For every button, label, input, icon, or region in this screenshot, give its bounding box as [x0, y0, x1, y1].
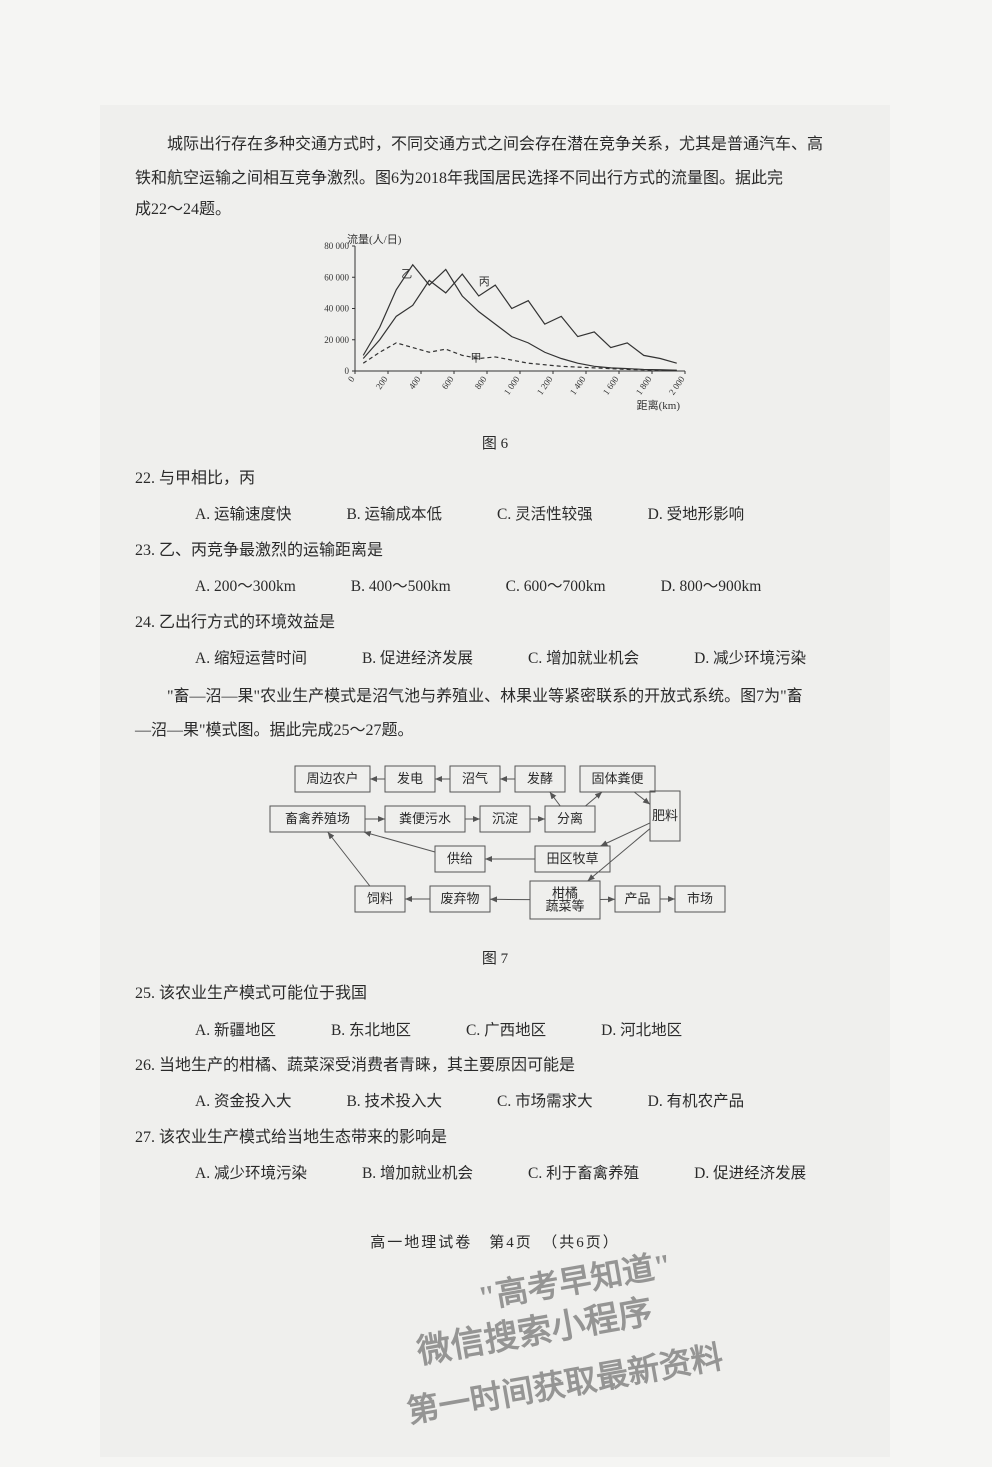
- svg-text:40 000: 40 000: [324, 304, 349, 314]
- q23-options: A. 200～300km B. 400～500km C. 600～700km D…: [135, 572, 855, 601]
- svg-text:流量(人/日): 流量(人/日): [347, 232, 402, 246]
- page-footer: 高一地理试卷 第4页 （共6页）: [135, 1229, 855, 1258]
- question-26: 26. 当地生产的柑橘、蔬菜深受消费者青睐，其主要原因可能是 A. 资金投入大 …: [135, 1051, 855, 1117]
- intro2-line-2: —沼—果"模式图。据此完成25～27题。: [135, 716, 855, 746]
- q26-opt-b: B. 技术投入大: [346, 1087, 442, 1116]
- svg-text:甲: 甲: [471, 353, 482, 365]
- svg-text:600: 600: [440, 374, 456, 391]
- svg-text:肥料: 肥料: [652, 808, 678, 823]
- q24-opt-b: B. 促进经济发展: [362, 644, 473, 673]
- question-27: 27. 该农业生产模式给当地生态带来的影响是 A. 减少环境污染 B. 增加就业…: [135, 1123, 855, 1189]
- question-24: 24. 乙出行方式的环境效益是 A. 缩短运营时间 B. 促进经济发展 C. 增…: [135, 608, 855, 674]
- q25-opt-b: B. 东北地区: [331, 1016, 411, 1045]
- q27-opt-c: C. 利于畜禽养殖: [528, 1159, 639, 1188]
- svg-text:80 000: 80 000: [324, 241, 349, 251]
- svg-text:发酵: 发酵: [527, 771, 553, 786]
- q22-opt-c: C. 灵活性较强: [497, 500, 593, 529]
- intro-line-3: 成22～24题。: [135, 195, 855, 225]
- q26-opt-d: D. 有机农产品: [648, 1087, 744, 1116]
- q24-opt-d: D. 减少环境污染: [694, 644, 806, 673]
- question-25: 25. 该农业生产模式可能位于我国 A. 新疆地区 B. 东北地区 C. 广西地…: [135, 979, 855, 1045]
- svg-text:畜禽养殖场: 畜禽养殖场: [285, 811, 350, 826]
- chart-6: 流量(人/日) 0 20 000 40 000 60 000 80 000 0 200 400 6…: [295, 231, 695, 416]
- q22-options: A. 运输速度快 B. 运输成本低 C. 灵活性较强 D. 受地形影响: [135, 500, 855, 529]
- svg-text:发电: 发电: [397, 771, 423, 786]
- q23-opt-a: A. 200～300km: [195, 572, 296, 601]
- q26-opt-a: A. 资金投入大: [195, 1087, 291, 1116]
- svg-text:1 800: 1 800: [634, 374, 654, 397]
- intro-line-1: 城际出行存在多种交通方式时，不同交通方式之间会存在潜在竞争关系，尤其是普通汽车、…: [135, 130, 855, 160]
- chart-6-caption: 图 6: [135, 430, 855, 459]
- svg-text:0: 0: [346, 374, 357, 384]
- diagram-7-container: "高考早知道" 微信搜索小程序 第一时间获取最新资料 周边农户发电沼气发酵固体粪…: [135, 756, 855, 973]
- q23-opt-b: B. 400～500km: [351, 572, 451, 601]
- q27-options: A. 减少环境污染 B. 增加就业机会 C. 利于畜禽养殖 D. 促进经济发展: [135, 1159, 855, 1188]
- svg-text:乙: 乙: [401, 267, 412, 280]
- q23-stem: 23. 乙、丙竞争最激烈的运输距离是: [135, 542, 383, 559]
- watermark-line-2: 微信搜索小程序: [234, 1250, 836, 1418]
- question-22: 22. 与甲相比，丙 A. 运输速度快 B. 运输成本低 C. 灵活性较强 D.…: [135, 464, 855, 530]
- q23-opt-d: D. 800～900km: [661, 572, 762, 601]
- q26-opt-c: C. 市场需求大: [497, 1087, 593, 1116]
- q25-options: A. 新疆地区 B. 东北地区 C. 广西地区 D. 河北地区: [135, 1016, 855, 1045]
- svg-text:产品: 产品: [624, 891, 650, 906]
- svg-text:供给: 供给: [447, 851, 473, 866]
- svg-text:1 600: 1 600: [601, 374, 621, 397]
- q26-options: A. 资金投入大 B. 技术投入大 C. 市场需求大 D. 有机农产品: [135, 1087, 855, 1116]
- exam-page: 城际出行存在多种交通方式时，不同交通方式之间会存在潜在竞争关系，尤其是普通汽车、…: [100, 105, 890, 1457]
- q24-opt-c: C. 增加就业机会: [528, 644, 639, 673]
- svg-text:距离(km): 距离(km): [637, 398, 681, 412]
- q26-stem: 26. 当地生产的柑橘、蔬菜深受消费者青睐，其主要原因可能是: [135, 1057, 575, 1074]
- svg-text:200: 200: [374, 374, 390, 391]
- q25-opt-a: A. 新疆地区: [195, 1016, 276, 1045]
- intro2-line-1: "畜—沼—果"农业生产模式是沼气池与养殖业、林果业等紧密联系的开放式系统。图7为…: [135, 682, 855, 712]
- svg-text:800: 800: [473, 374, 489, 391]
- svg-text:丙: 丙: [479, 276, 490, 288]
- svg-text:1 200: 1 200: [535, 374, 555, 397]
- q24-opt-a: A. 缩短运营时间: [195, 644, 307, 673]
- svg-text:粪便污水: 粪便污水: [399, 811, 451, 826]
- svg-text:固体粪便: 固体粪便: [591, 771, 643, 786]
- svg-text:周边农户: 周边农户: [306, 771, 358, 786]
- svg-text:400: 400: [407, 374, 423, 391]
- q23-opt-c: C. 600～700km: [506, 572, 606, 601]
- q25-opt-d: D. 河北地区: [601, 1016, 682, 1045]
- q27-opt-a: A. 减少环境污染: [195, 1159, 307, 1188]
- svg-text:田区牧草: 田区牧草: [546, 851, 598, 866]
- q27-stem: 27. 该农业生产模式给当地生态带来的影响是: [135, 1129, 447, 1146]
- q22-opt-a: A. 运输速度快: [195, 500, 291, 529]
- svg-text:1 400: 1 400: [568, 374, 588, 397]
- watermark-line-3: 第一时间获取最新资料: [264, 1303, 865, 1467]
- svg-text:废弃物: 废弃物: [440, 891, 479, 906]
- svg-text:市场: 市场: [687, 891, 713, 906]
- svg-text:20 000: 20 000: [324, 335, 349, 345]
- svg-text:60 000: 60 000: [324, 272, 349, 282]
- svg-text:沉淀: 沉淀: [492, 811, 518, 826]
- svg-text:蔬菜等: 蔬菜等: [545, 899, 584, 914]
- svg-text:分离: 分离: [557, 811, 583, 826]
- svg-text:2 000: 2 000: [667, 374, 687, 397]
- q27-opt-b: B. 增加就业机会: [362, 1159, 473, 1188]
- q24-stem: 24. 乙出行方式的环境效益是: [135, 614, 335, 631]
- q24-options: A. 缩短运营时间 B. 促进经济发展 C. 增加就业机会 D. 减少环境污染: [135, 644, 855, 673]
- svg-text:饲料: 饲料: [367, 891, 393, 906]
- q27-opt-d: D. 促进经济发展: [694, 1159, 806, 1188]
- watermark-line-1: "高考早知道": [274, 1200, 875, 1364]
- q22-opt-d: D. 受地形影响: [648, 500, 744, 529]
- q22-stem: 22. 与甲相比，丙: [135, 470, 255, 487]
- intro-line-2: 铁和航空运输之间相互竞争激烈。图6为2018年我国居民选择不同出行方式的流量图。…: [135, 164, 855, 194]
- question-23: 23. 乙、丙竞争最激烈的运输距离是 A. 200～300km B. 400～5…: [135, 536, 855, 602]
- diagram-7-caption: 图 7: [135, 945, 855, 974]
- q25-opt-c: C. 广西地区: [466, 1016, 546, 1045]
- svg-text:1 000: 1 000: [502, 374, 522, 397]
- diagram-7: 周边农户 发电 沼气 发酵 固体粪便畜禽养殖场 粪便污水 沉淀 分离 肥料供给 田区牧草饲料 废弃物…: [235, 756, 755, 931]
- q22-opt-b: B. 运输成本低: [346, 500, 442, 529]
- q25-stem: 25. 该农业生产模式可能位于我国: [135, 985, 367, 1002]
- svg-text:0: 0: [345, 366, 350, 376]
- svg-text:沼气: 沼气: [462, 771, 488, 786]
- chart-6-container: 流量(人/日) 0 20 000 40 000 60 000 80 000 0 200 400 6…: [135, 231, 855, 458]
